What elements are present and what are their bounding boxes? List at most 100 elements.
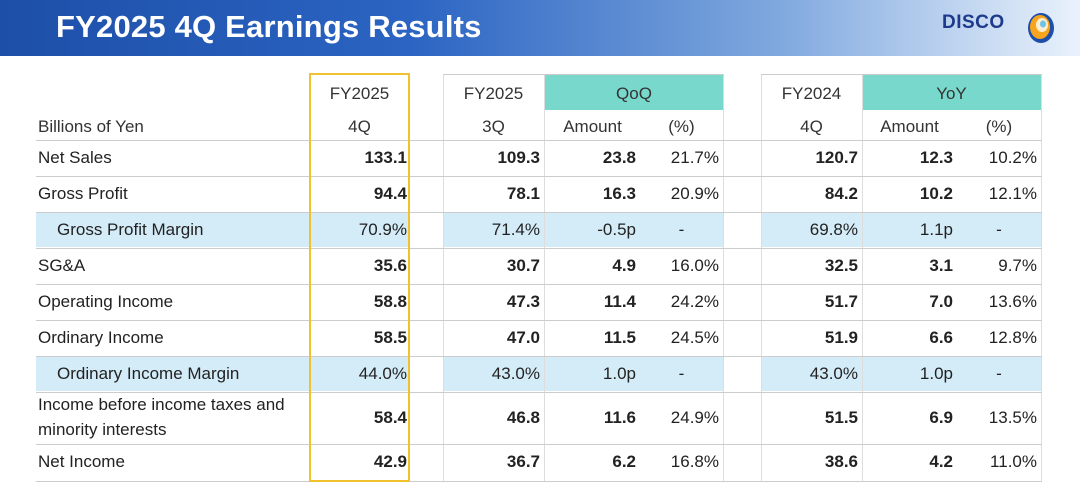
row-rule bbox=[36, 248, 1042, 249]
yoy-header-bg bbox=[862, 74, 1042, 110]
fy2025-4q-value: 58.5 bbox=[373, 328, 407, 347]
yoy-pct-value: - bbox=[996, 364, 1002, 383]
row-rule bbox=[36, 444, 1042, 445]
fy2025-4q-value: 133.1 bbox=[364, 148, 407, 167]
qoq-amount-value: 11.6 bbox=[603, 408, 636, 427]
qoq-header: QoQ bbox=[616, 84, 652, 103]
qoq-amount-value: 6.2 bbox=[612, 452, 636, 471]
fy2025-4q-value: 58.4 bbox=[373, 408, 407, 427]
yoy-amount-value: 4.2 bbox=[929, 452, 953, 471]
fy2024-4q-value: 120.7 bbox=[815, 148, 858, 167]
yoy-amount-value: 1.0p bbox=[919, 364, 953, 383]
yoy-amount-value: 1.1p bbox=[919, 220, 953, 239]
fy2025-3q-quarter: 3Q bbox=[482, 117, 505, 136]
qoq-amount-value: -0.5p bbox=[597, 220, 636, 239]
qoq-pct-value: 16.8% bbox=[670, 452, 719, 471]
qoq-header-bg bbox=[545, 74, 723, 110]
qoq-amount-value: 4.9 bbox=[612, 256, 636, 275]
row-rule bbox=[36, 284, 1042, 285]
gross-margin-band bbox=[761, 212, 1042, 247]
fy2025-3q-value: 30.7 bbox=[506, 256, 540, 275]
qoq-pct-value: - bbox=[678, 364, 685, 383]
fy2025-4q-value: 44.0% bbox=[358, 364, 407, 383]
gross-margin-band bbox=[443, 212, 724, 247]
fy2024-4q-value: 84.2 bbox=[824, 184, 858, 203]
fy2025-4q-value: 58.8 bbox=[373, 292, 407, 311]
yoy-pct-value: 13.5% bbox=[988, 408, 1037, 427]
fy2025-3q-value: 43.0% bbox=[491, 364, 540, 383]
fy2025-4q-value: 35.6 bbox=[373, 256, 407, 275]
fy2024-4q-value: 43.0% bbox=[809, 364, 858, 383]
row-rule bbox=[36, 176, 1042, 177]
row-label: Operating Income bbox=[38, 292, 174, 311]
unit-label: Billions of Yen bbox=[38, 117, 144, 136]
yoy-amount-value: 6.9 bbox=[929, 408, 953, 427]
fy2024-4q-value: 51.7 bbox=[824, 292, 858, 311]
disco-logo-icon bbox=[1028, 13, 1054, 43]
fy2025-3q-value: 46.8 bbox=[506, 408, 540, 427]
column-rule bbox=[723, 74, 724, 482]
qoq-amount-value: 1.0p bbox=[602, 364, 636, 383]
row-label: Ordinary Income bbox=[38, 328, 164, 347]
row-rule bbox=[36, 140, 1042, 141]
fy2025-4q-value: 70.9% bbox=[358, 220, 407, 239]
row-rule bbox=[36, 392, 1042, 393]
row-label: SG&A bbox=[38, 256, 86, 275]
fy2025-3q-value: 109.3 bbox=[497, 148, 540, 167]
yoy-amount-value: 12.3 bbox=[919, 148, 953, 167]
qoq-pct-value: 16.0% bbox=[670, 256, 719, 275]
qoq-amount-value: 23.8 bbox=[602, 148, 636, 167]
yoy-pct-value: 12.8% bbox=[988, 328, 1037, 347]
title-banner bbox=[0, 0, 1080, 56]
row-label: Net Income bbox=[38, 452, 125, 471]
yoy-pct-value: 13.6% bbox=[988, 292, 1037, 311]
fy2024-4q-value: 51.5 bbox=[824, 408, 858, 427]
gross-margin-band bbox=[36, 212, 410, 247]
company-logo: DISCO bbox=[942, 12, 1005, 33]
yoy-pct-value: 10.2% bbox=[988, 148, 1037, 167]
qoq-pct-value: 24.2% bbox=[670, 292, 719, 311]
fy2024-4q-quarter: 4Q bbox=[800, 117, 823, 136]
fy2025-3q-value: 47.3 bbox=[506, 292, 540, 311]
fy2025-4q-quarter: 4Q bbox=[348, 117, 371, 136]
fy2025-4q-value: 42.9 bbox=[373, 452, 407, 471]
yoy-pct-header: (%) bbox=[985, 117, 1013, 136]
row-rule bbox=[36, 356, 1042, 357]
yoy-amount-header: Amount bbox=[880, 117, 939, 136]
qoq-amount-value: 11.4 bbox=[603, 292, 636, 311]
yoy-amount-value: 3.1 bbox=[929, 256, 953, 275]
ordinary-margin-band bbox=[443, 356, 724, 391]
fy2025-3q-year: FY2025 bbox=[463, 84, 524, 103]
yoy-amount-value: 7.0 bbox=[929, 292, 953, 311]
yoy-amount-value: 10.2 bbox=[919, 184, 953, 203]
column-rule bbox=[761, 74, 762, 482]
qoq-pct-value: 24.9% bbox=[670, 408, 719, 427]
fy2025-3q-value: 71.4% bbox=[491, 220, 540, 239]
page-title: FY2025 4Q Earnings Results bbox=[56, 9, 482, 44]
row-label: Gross Profit Margin bbox=[57, 220, 204, 239]
yoy-header: YoY bbox=[936, 84, 967, 103]
fy2025-4q-value: 94.4 bbox=[373, 184, 407, 203]
column-rule bbox=[1041, 74, 1042, 482]
ordinary-margin-band bbox=[761, 356, 1042, 391]
column-rule bbox=[862, 74, 863, 482]
fy2025-3q-value: 36.7 bbox=[506, 452, 540, 471]
qoq-amount-header: Amount bbox=[563, 117, 622, 136]
current-quarter-highlight bbox=[309, 73, 410, 482]
qoq-pct-header: (%) bbox=[668, 117, 695, 136]
row-rule bbox=[443, 74, 724, 75]
qoq-amount-value: 11.5 bbox=[603, 328, 636, 347]
yoy-pct-value: 9.7% bbox=[998, 256, 1037, 275]
row-label: Gross Profit bbox=[38, 184, 128, 203]
qoq-pct-value: - bbox=[678, 220, 685, 239]
fy2024-4q-value: 32.5 bbox=[824, 256, 858, 275]
row-label-continued: minority interests bbox=[38, 420, 167, 439]
fy2024-4q-value: 51.9 bbox=[824, 328, 858, 347]
row-rule bbox=[36, 212, 1042, 213]
column-rule bbox=[443, 74, 444, 482]
yoy-pct-value: 12.1% bbox=[988, 184, 1037, 203]
row-label: Ordinary Income Margin bbox=[57, 364, 240, 383]
row-label: Net Sales bbox=[38, 148, 112, 167]
yoy-pct-value: 11.0% bbox=[990, 452, 1037, 471]
qoq-amount-value: 16.3 bbox=[602, 184, 636, 203]
